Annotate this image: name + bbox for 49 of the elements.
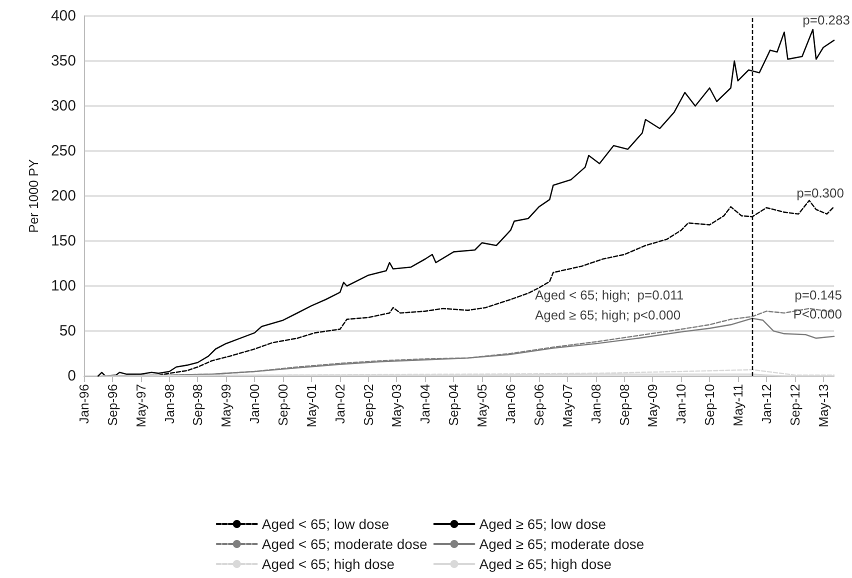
y-tick-label: 350 bbox=[50, 52, 76, 70]
x-tick-label: Sep-98 bbox=[190, 384, 206, 426]
y-tick-label: 300 bbox=[50, 98, 76, 114]
y-tick-label: 50 bbox=[59, 322, 76, 340]
annotation: p=0.145 bbox=[794, 288, 842, 302]
x-tick-label: Sep-08 bbox=[616, 384, 632, 426]
x-tick-label: Jan-96 bbox=[76, 384, 92, 424]
annotation: P<0.000 bbox=[793, 306, 842, 322]
legend-label: Aged < 65; low dose bbox=[262, 516, 390, 532]
x-tick-label: Jan-12 bbox=[759, 384, 774, 424]
x-tick-label: Jan-10 bbox=[674, 384, 689, 424]
x-tick-label: May-97 bbox=[133, 384, 148, 428]
x-tick-label: Jan-02 bbox=[332, 384, 348, 424]
y-tick-label: 400 bbox=[50, 8, 76, 24]
x-tick-label: Jan-06 bbox=[503, 384, 518, 424]
y-tick-label: 100 bbox=[50, 278, 76, 294]
x-tick-label: Jan-00 bbox=[247, 384, 262, 424]
x-tick-label: May-07 bbox=[560, 384, 575, 428]
x-tick-label: Sep-00 bbox=[276, 384, 291, 426]
x-tick-label: May-13 bbox=[816, 384, 831, 428]
x-tick-label: Sep-10 bbox=[702, 384, 718, 426]
x-tick-label: Sep-06 bbox=[532, 384, 546, 426]
x-tick-label: May-99 bbox=[218, 384, 234, 428]
y-tick-label: 200 bbox=[50, 188, 76, 204]
x-tick-label: Sep-04 bbox=[446, 384, 462, 426]
y-tick-label: 150 bbox=[50, 232, 76, 250]
x-tick-label: Jan-98 bbox=[162, 384, 177, 424]
legend-label: Aged < 65; moderate dose bbox=[262, 536, 428, 552]
x-tick-label: Sep-12 bbox=[787, 384, 802, 426]
annotation: p=0.300 bbox=[796, 186, 844, 200]
x-tick-label: May-09 bbox=[645, 384, 660, 428]
x-tick-label: Sep-96 bbox=[104, 384, 120, 426]
annotation: Aged < 65; high; p=0.011 bbox=[535, 288, 684, 302]
legend-label: Aged ≥ 65; moderate dose bbox=[479, 536, 644, 552]
x-tick-label: Jan-04 bbox=[418, 384, 433, 424]
annotation: Aged ≥ 65; high; p<0.000 bbox=[535, 308, 681, 322]
legend-label: Aged < 65; high dose bbox=[262, 556, 395, 572]
legend-label: Aged ≥ 65; low dose bbox=[479, 516, 606, 532]
x-tick-label: May-05 bbox=[474, 384, 490, 428]
y-tick-label: 0 bbox=[68, 368, 76, 384]
legend-label: Aged ≥ 65; high dose bbox=[479, 556, 612, 572]
x-tick-label: Jan-08 bbox=[588, 384, 604, 424]
x-tick-label: Sep-02 bbox=[360, 384, 376, 426]
x-tick-label: May-11 bbox=[730, 384, 746, 426]
x-tick-label: May-03 bbox=[389, 384, 404, 428]
y-axis-title: Per 1000 PY bbox=[26, 158, 42, 233]
y-tick-label: 250 bbox=[50, 142, 76, 160]
x-tick-label: May-01 bbox=[304, 384, 319, 428]
annotation: p=0.283 bbox=[802, 12, 850, 28]
